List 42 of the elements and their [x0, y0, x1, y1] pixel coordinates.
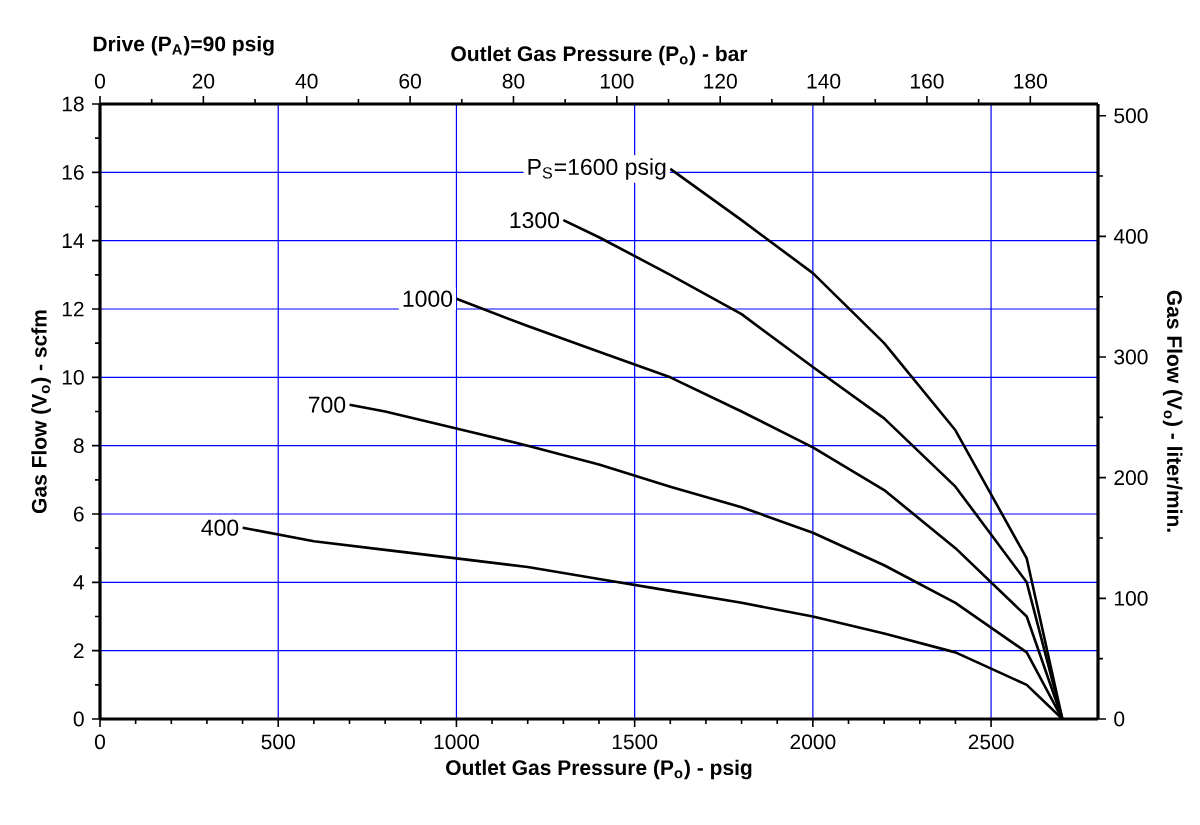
x-tick-label: 0	[94, 734, 106, 750]
x2-tick-label: 60	[399, 73, 421, 89]
y2-tick-label: 500	[1114, 108, 1148, 124]
y2-tick-label: 200	[1114, 470, 1148, 486]
x-tick-label: 2000	[790, 734, 836, 750]
y-tick-label: 14	[62, 233, 84, 248]
x-tick-label: 500	[261, 734, 295, 750]
x-axis-title: Outlet Gas Pressure (P$_{o}$) - psig	[446, 759, 752, 780]
series-label: 700	[308, 396, 346, 413]
x2-tick-label: 120	[704, 73, 737, 89]
x2-tick-label: 180	[1014, 73, 1047, 89]
x-tick-label: 1500	[612, 734, 658, 750]
series-label: 1000	[403, 290, 453, 307]
y-tick-label: 6	[73, 506, 84, 522]
x2-tick-label: 100	[600, 73, 634, 89]
series-label: 400	[201, 519, 239, 536]
y2-tick-label: 300	[1114, 349, 1148, 365]
y-tick-label: 4	[73, 575, 84, 590]
x2-tick-label: 140	[807, 73, 841, 89]
x2-tick-label: 80	[502, 73, 525, 89]
series-label: 1300	[510, 212, 560, 229]
x2-tick-label: 20	[192, 73, 215, 89]
series-label: P$_{S}$=1600 psig	[528, 158, 666, 180]
x2-tick-label: 160	[911, 73, 944, 89]
y-tick-label: 8	[73, 438, 84, 454]
x-tick-label: 2500	[968, 734, 1014, 750]
x-tick-label: 1000	[434, 734, 479, 750]
y-tick-label: 10	[62, 369, 84, 385]
x2-tick-label: 0	[94, 73, 106, 89]
y2-tick-label: 0	[1114, 711, 1125, 727]
y-tick-label: 2	[73, 643, 84, 658]
y-tick-label: 12	[62, 301, 84, 317]
y2-tick-label: 100	[1115, 590, 1148, 606]
y-tick-label: 0	[73, 711, 84, 727]
y2-tick-label: 400	[1113, 228, 1148, 244]
x2-axis-title: Outlet Gas Pressure (P$_{o}$) - bar	[451, 45, 748, 66]
y-tick-label: 16	[62, 164, 84, 180]
x2-tick-label: 40	[295, 73, 318, 89]
y-axis-title: Gas Flow (V$_{o}$) - scfm	[31, 310, 51, 514]
y-tick-label: 18	[62, 96, 84, 112]
y2-axis-title: Gas Flow (V$_{o}$) - liter/min.	[1162, 290, 1183, 532]
text: Drive (P$_{A}$)=90 psig	[93, 35, 274, 56]
